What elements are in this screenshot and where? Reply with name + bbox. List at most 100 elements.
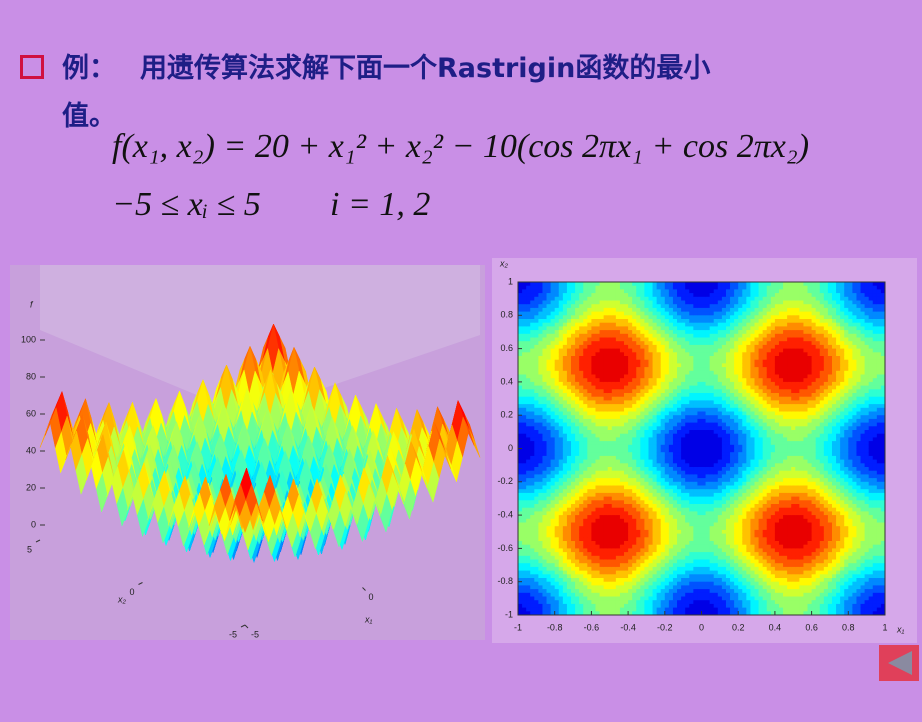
contour-cell [542, 504, 547, 509]
contour-cell [660, 407, 666, 412]
contour-cell [575, 537, 580, 542]
contour-cell [656, 396, 662, 401]
contour-cell [603, 333, 609, 338]
contour-cell [538, 518, 543, 523]
contour-cell [628, 541, 633, 546]
contour-cell [583, 552, 588, 557]
contour-cell [644, 426, 649, 431]
contour-cell [566, 315, 572, 320]
contour-cell [566, 385, 572, 390]
contour-cell [562, 563, 568, 568]
contour-cell [599, 555, 605, 560]
contour-cell [595, 541, 600, 546]
contour-cell [542, 433, 547, 438]
contour-cell [615, 492, 621, 497]
contour-cell [664, 344, 670, 349]
contour-cell [591, 333, 596, 338]
contour-cell [587, 289, 592, 294]
contour-cell [603, 430, 609, 435]
contour-cell [591, 455, 596, 460]
contour-cell [562, 511, 568, 516]
contour-cell [619, 581, 625, 586]
contour-cell [530, 385, 535, 390]
contour-cell [575, 326, 580, 331]
contour-cell [660, 389, 666, 394]
contour-cell [534, 467, 539, 472]
contour-cell [562, 481, 568, 486]
contour-cell [664, 389, 670, 394]
contour-cell [526, 518, 531, 523]
contour-cell [603, 289, 609, 294]
contour-cell [636, 496, 641, 501]
contour-cell [632, 459, 637, 464]
contour-cell [583, 341, 588, 346]
contour-cell [558, 393, 564, 398]
contour-cell [607, 596, 613, 601]
contour-cell [640, 437, 645, 442]
contour-cell [575, 548, 580, 553]
contour-cell [652, 389, 658, 394]
contour-cell [546, 337, 552, 342]
contour-cell [636, 374, 641, 379]
contour-cell [619, 363, 625, 368]
contour-cell [624, 333, 629, 338]
contour-cell [628, 589, 633, 594]
contour-cell [591, 433, 596, 438]
contour-cell [538, 344, 543, 349]
contour-cell [530, 578, 535, 583]
contour-cell [652, 296, 658, 301]
contour-cell [562, 448, 568, 453]
contour-cell [624, 541, 629, 546]
contour-cell [534, 315, 539, 320]
contour-cell [587, 555, 592, 560]
contour-cell [518, 333, 523, 338]
contour-cell [636, 603, 641, 608]
contour-cell [562, 570, 568, 575]
contour-cell [571, 393, 576, 398]
contour-cell [587, 370, 592, 375]
contour-cell [534, 455, 539, 460]
contour-cell [591, 426, 596, 431]
contour-cell [542, 555, 547, 560]
contour-cell [534, 381, 539, 386]
contour-cell [656, 467, 662, 472]
contour-cell [518, 566, 523, 571]
contour-cell [660, 511, 666, 516]
contour-cell [603, 356, 609, 361]
contour-cell [611, 363, 617, 368]
contour-cell [526, 319, 531, 324]
contour-cell [656, 452, 662, 457]
contour-cell [640, 289, 645, 294]
contour-cell [664, 555, 670, 560]
contour-cell [595, 478, 600, 483]
contour-cell [575, 489, 580, 494]
contour-cell [550, 492, 556, 497]
contour-cell [619, 559, 625, 564]
contour-cell [587, 367, 592, 372]
contour-cell [664, 537, 670, 542]
contour-cell [571, 507, 576, 512]
contour-cell [562, 304, 568, 309]
contour-cell [526, 418, 531, 423]
contour-cell [615, 544, 621, 549]
contour-cell [518, 326, 523, 331]
contour-cell [562, 518, 568, 523]
contour-cell [607, 485, 613, 490]
contour-cell [546, 374, 552, 379]
contour-cell [587, 526, 592, 531]
contour-cell [611, 282, 617, 287]
contour-cell [664, 378, 670, 383]
contour-cell [550, 326, 556, 331]
contour-cell [558, 526, 564, 531]
contour-cell [579, 470, 584, 475]
contour-cell [595, 341, 600, 346]
contour-cell [595, 518, 600, 523]
contour-cell [632, 404, 637, 409]
contour-cell [583, 333, 588, 338]
contour-cell [534, 522, 539, 527]
contour-cell [619, 348, 625, 353]
contour-cell [542, 566, 547, 571]
contour-cell [652, 507, 658, 512]
contour-cell [664, 507, 670, 512]
contour-cell [522, 533, 527, 538]
